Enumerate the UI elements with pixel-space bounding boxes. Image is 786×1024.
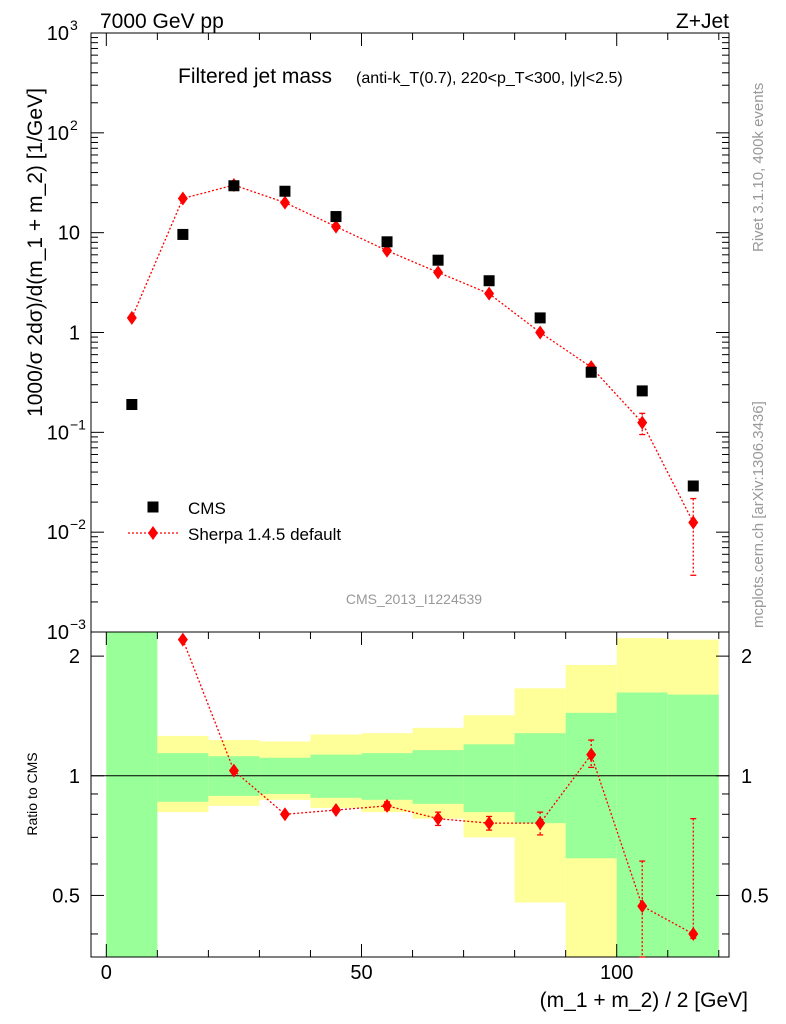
main-y-axis-title: 1000/σ 2dσ)/d(m_1 + m_2) [1/GeV] <box>24 88 47 417</box>
legend-sherpa-label: Sherpa 1.4.5 default <box>188 525 341 544</box>
sherpa-line <box>131 184 694 523</box>
legend-cms-label: CMS <box>188 499 226 518</box>
cms-point <box>330 211 342 223</box>
sherpa-point <box>330 219 341 234</box>
legend: CMS Sherpa 1.4.5 default <box>128 499 341 544</box>
x-tick-label: 0 <box>101 962 112 984</box>
inner-band-bin <box>361 753 413 800</box>
ratio-point <box>382 798 393 813</box>
sherpa-point <box>279 195 290 210</box>
sherpa-point <box>126 310 137 325</box>
ratio-point <box>637 899 648 914</box>
y-tick-label: 10 2 <box>47 117 78 145</box>
ratio-point <box>688 926 699 941</box>
cms-point <box>687 480 699 492</box>
ratio-line <box>182 639 694 935</box>
y-tick-label: 10 <box>58 223 80 245</box>
y-tick-base: 10 <box>47 23 69 45</box>
ratio-y-tick-label-left: 2 <box>69 646 80 668</box>
ratio-point <box>279 807 290 822</box>
y-tick-exponent: 3 <box>70 17 78 33</box>
inner-band-bin <box>514 733 566 824</box>
inner-band-bin <box>463 744 515 813</box>
mcplots-label: mcplots.cern.ch [arXiv:1306.3436] <box>750 401 767 628</box>
rivet-label: Rivet 3.1.10, 400k events <box>750 83 767 252</box>
ratio-y-tick-label-right: 0.5 <box>741 885 769 907</box>
ratio-y-axis-title: Ratio to CMS <box>24 752 40 835</box>
sherpa-point <box>637 415 648 430</box>
y-tick-base: 10 <box>47 123 69 145</box>
header-right: Z+Jet <box>676 10 729 33</box>
ratio-plot-frame <box>90 631 730 958</box>
y-tick-label: 1 <box>69 323 80 345</box>
ratio-point <box>586 747 597 762</box>
cms-point <box>228 180 240 192</box>
watermark: CMS_2013_I1224539 <box>346 591 482 607</box>
y-tick-base: 10 <box>47 622 69 644</box>
cms-point <box>381 236 393 248</box>
title-sub: (anti-k_T(0.7), 220<p_T<300, |y|<2.5) <box>356 70 623 87</box>
cms-point <box>636 385 648 397</box>
y-tick-base: 10 <box>47 522 69 544</box>
ratio-point <box>177 632 188 647</box>
header-left: 7000 GeV pp <box>100 10 224 33</box>
ratio-y-tick-label-right: 2 <box>741 646 752 668</box>
x-axis-title: (m_1 + m_2) / 2 [GeV] <box>540 989 748 1012</box>
ratio-series-sherpa <box>177 632 699 958</box>
cms-point <box>279 185 291 197</box>
sherpa-point <box>535 325 546 340</box>
y-tick-base: 10 <box>47 422 69 444</box>
x-tick-label: 50 <box>350 962 372 984</box>
y-tick-exponent: −1 <box>70 416 86 432</box>
y-tick-base: 1 <box>69 323 80 345</box>
cms-point <box>585 366 597 378</box>
y-tick-label: 10 3 <box>47 17 78 45</box>
ratio-point <box>228 763 239 778</box>
ratio-y-axis <box>91 655 729 935</box>
inner-band-bin <box>157 753 209 802</box>
x-tick-label: 100 <box>600 962 633 984</box>
inner-band-bin <box>667 694 719 957</box>
ratio-point <box>484 816 495 831</box>
sherpa-point <box>688 515 699 530</box>
cms-point <box>177 228 189 240</box>
ratio-bands <box>106 632 719 957</box>
ratio-y-tick-label-left: 1 <box>69 766 80 788</box>
ratio-y-tick-label-left: 0.5 <box>52 885 80 907</box>
cms-point <box>432 254 444 266</box>
main-plot-frame <box>90 32 730 633</box>
ratio-point <box>433 811 444 826</box>
cms-point <box>126 399 138 411</box>
cms-point <box>534 312 546 324</box>
title-main: Filtered jet mass <box>178 65 332 88</box>
legend-cms-marker <box>147 501 159 513</box>
cms-point <box>483 275 495 287</box>
y-tick-exponent: 2 <box>70 117 78 133</box>
ratio-point <box>330 803 341 818</box>
y-tick-label: 10 −2 <box>47 516 86 544</box>
chart-title: Filtered jet mass (anti-k_T(0.7), 220<p_T… <box>178 65 623 88</box>
series-cms <box>126 180 699 492</box>
y-tick-exponent: −3 <box>70 616 86 632</box>
x-ticks <box>105 33 720 957</box>
y-tick-base: 10 <box>58 223 80 245</box>
inner-band-bin <box>565 712 617 859</box>
ratio-y-tick-label-right: 1 <box>741 766 752 788</box>
y-tick-exponent: −2 <box>70 516 86 532</box>
inner-band-bin <box>412 750 464 804</box>
ratio-point <box>535 816 546 831</box>
legend-sherpa-marker <box>148 526 158 540</box>
main-y-axis <box>91 32 729 633</box>
sherpa-point <box>177 191 188 206</box>
sherpa-point <box>484 286 495 301</box>
y-tick-label: 10 −3 <box>47 616 86 644</box>
y-tick-label: 10 −1 <box>47 416 86 444</box>
inner-band-bin <box>106 632 158 957</box>
sherpa-point <box>433 265 444 280</box>
